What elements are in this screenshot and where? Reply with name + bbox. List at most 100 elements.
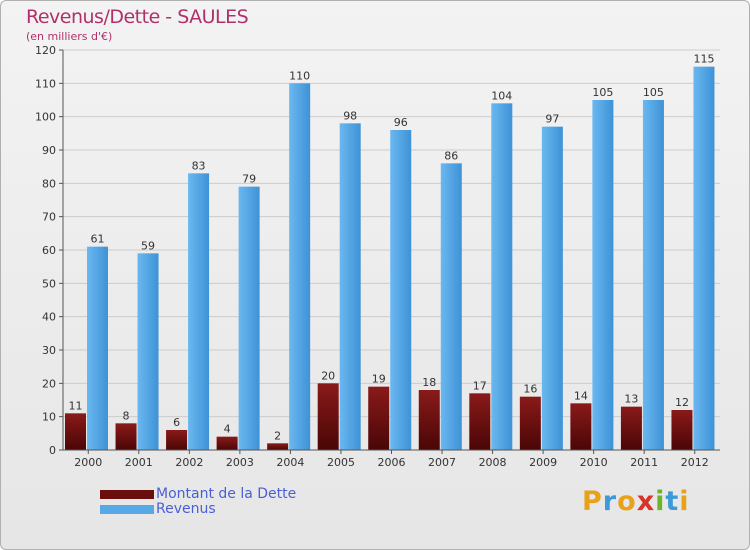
debt-bar xyxy=(65,413,86,450)
revenue-bar xyxy=(541,126,563,451)
y-tick-label: 40 xyxy=(42,311,56,324)
labels-layer: 11 61 8 59 6 83 4 79 2 110 20 98 19 96 18 86 17 104 16 97 14… xyxy=(69,53,715,443)
revenue-value-label: 110 xyxy=(289,69,310,82)
logo-letter: o xyxy=(617,486,637,517)
debt-bar xyxy=(166,430,188,450)
x-tick-label: 2008 xyxy=(479,456,507,469)
y-tick-label: 20 xyxy=(42,377,56,390)
revenue-bar xyxy=(339,123,361,450)
x-tick-label: 2000 xyxy=(74,456,102,469)
revenue-bar xyxy=(188,173,210,451)
debt-value-label: 20 xyxy=(321,369,335,382)
revenue-value-label: 83 xyxy=(192,159,206,172)
debt-value-label: 16 xyxy=(523,383,537,396)
proxiti-logo: Proxiti xyxy=(582,486,690,517)
y-tick-label: 100 xyxy=(35,111,56,124)
debt-value-label: 2 xyxy=(274,429,281,442)
revenue-bar xyxy=(390,130,412,450)
x-tick-label: 2010 xyxy=(580,456,608,469)
y-tick-label: 0 xyxy=(49,444,56,457)
revenue-value-label: 115 xyxy=(693,53,714,66)
debt-bar xyxy=(469,393,491,450)
legend-swatch-debt xyxy=(100,490,154,499)
legend: Montant de la Dette Revenus xyxy=(100,487,296,517)
debt-bar xyxy=(267,443,289,450)
revenue-value-label: 61 xyxy=(91,233,105,246)
debt-bar xyxy=(368,386,390,450)
debt-value-label: 4 xyxy=(224,423,231,436)
legend-label-revenue: Revenus xyxy=(156,501,216,517)
debt-bar xyxy=(570,403,592,450)
revenue-bar xyxy=(693,66,715,451)
revenue-bar xyxy=(137,253,159,450)
revenue-bar xyxy=(440,163,462,451)
x-tick-label: 2004 xyxy=(276,456,304,469)
x-tick-label: 2005 xyxy=(327,456,355,469)
debt-bar xyxy=(317,383,339,450)
legend-swatch-revenue xyxy=(100,505,154,514)
x-tick-label: 2007 xyxy=(428,456,456,469)
y-tick-label: 50 xyxy=(42,277,56,290)
revenue-value-label: 59 xyxy=(141,239,155,252)
logo-letter: P xyxy=(582,486,603,517)
chart-title: Revenus/Dette - SAULES xyxy=(26,6,249,28)
debt-value-label: 12 xyxy=(675,396,689,409)
x-tick-label: 2003 xyxy=(226,456,254,469)
y-tick-label: 110 xyxy=(35,77,56,90)
legend-item-debt: Montant de la Dette xyxy=(100,487,296,502)
x-tick-label: 2001 xyxy=(125,456,153,469)
bars-layer xyxy=(65,66,715,451)
y-tick-label: 10 xyxy=(42,411,56,424)
revenue-value-label: 104 xyxy=(491,89,512,102)
y-tick-label: 30 xyxy=(42,344,56,357)
debt-bar xyxy=(216,436,238,450)
revenue-value-label: 98 xyxy=(343,109,357,122)
axis-layer: 0 10 20 30 40 50 60 70 80 90 100 110 120 2000 2001 2002… xyxy=(35,44,720,469)
debt-bar xyxy=(671,410,693,450)
debt-value-label: 8 xyxy=(123,409,130,422)
debt-value-label: 14 xyxy=(574,389,588,402)
debt-bar xyxy=(620,406,642,450)
x-tick-label: 2002 xyxy=(175,456,203,469)
revenue-value-label: 97 xyxy=(545,113,559,126)
debt-value-label: 6 xyxy=(173,416,180,429)
revenue-value-label: 86 xyxy=(444,149,458,162)
y-tick-label: 90 xyxy=(42,144,56,157)
y-tick-label: 120 xyxy=(35,44,56,57)
revenue-value-label: 105 xyxy=(592,86,613,99)
debt-value-label: 17 xyxy=(473,379,487,392)
y-tick-label: 80 xyxy=(42,177,56,190)
revenue-bar xyxy=(87,246,108,450)
logo-letter: t xyxy=(665,486,680,517)
debt-bar xyxy=(519,396,541,450)
debt-value-label: 19 xyxy=(372,373,386,386)
logo-letter: x xyxy=(636,486,656,517)
revenue-bar xyxy=(491,103,513,450)
logo-letter: i xyxy=(679,486,690,517)
y-tick-label: 60 xyxy=(42,244,56,257)
x-tick-label: 2006 xyxy=(378,456,406,469)
revenue-bar xyxy=(289,83,311,450)
debt-value-label: 18 xyxy=(422,376,436,389)
revenue-value-label: 96 xyxy=(394,116,408,129)
x-tick-label: 2012 xyxy=(681,456,709,469)
revenue-value-label: 105 xyxy=(643,86,664,99)
debt-bar xyxy=(418,390,440,450)
legend-label-debt: Montant de la Dette xyxy=(156,486,297,502)
debt-bar xyxy=(115,423,137,450)
legend-item-revenue: Revenus xyxy=(100,502,296,517)
debt-value-label: 11 xyxy=(69,399,83,412)
revenue-bar xyxy=(238,186,260,450)
debt-value-label: 13 xyxy=(624,393,638,406)
x-tick-label: 2011 xyxy=(630,456,658,469)
revenue-bar xyxy=(592,100,614,450)
y-tick-label: 70 xyxy=(42,211,56,224)
chart-subtitle: (en milliers d'€) xyxy=(26,30,113,43)
revenue-bar xyxy=(642,100,664,450)
logo-letter: r xyxy=(602,486,618,517)
logo-letter: i xyxy=(655,486,666,517)
revenue-value-label: 79 xyxy=(242,173,256,186)
x-tick-label: 2009 xyxy=(529,456,557,469)
